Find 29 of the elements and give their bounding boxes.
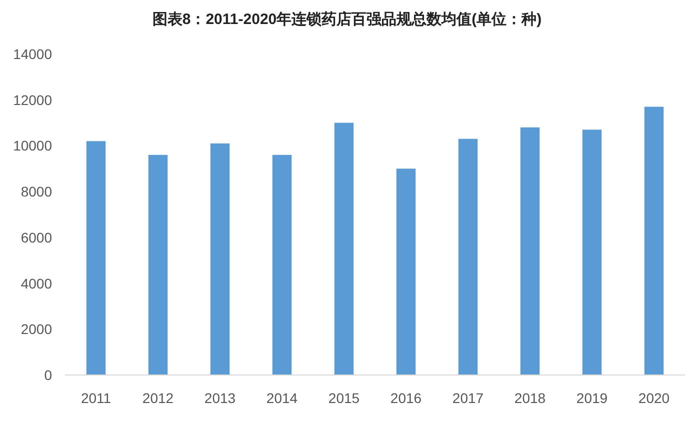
chart-title: 图表8：2011-2020年连锁药店百强品规总数均值(单位：种) [152, 10, 542, 28]
x-tick-label: 2020 [638, 390, 670, 406]
bar [86, 141, 106, 375]
y-tick-label: 2000 [20, 321, 52, 338]
y-tick-label: 0 [44, 367, 52, 383]
x-tick-label: 2013 [204, 390, 236, 406]
bar [272, 154, 292, 375]
y-tick-label: 10000 [13, 138, 52, 154]
x-tick-label: 2012 [142, 390, 174, 406]
bar [520, 127, 540, 375]
x-tick-label: 2018 [514, 390, 546, 406]
x-tick-label: 2015 [328, 390, 360, 406]
bar [458, 138, 478, 375]
bar [396, 168, 416, 375]
y-tick-label: 12000 [13, 92, 52, 108]
x-tick-label: 2016 [390, 390, 422, 406]
bar [210, 143, 230, 375]
x-tick-label: 2011 [80, 390, 112, 406]
bar [334, 122, 354, 375]
x-tick-label: 2017 [452, 390, 484, 406]
y-tick-label: 8000 [20, 184, 52, 200]
bar [148, 154, 168, 375]
bar [644, 106, 664, 375]
bar [582, 130, 602, 375]
y-tick-label: 6000 [20, 229, 52, 246]
y-tick-label: 14000 [13, 46, 52, 62]
x-tick-label: 2014 [266, 390, 298, 406]
y-tick-label: 4000 [20, 275, 52, 292]
x-tick-label: 2019 [576, 390, 608, 406]
